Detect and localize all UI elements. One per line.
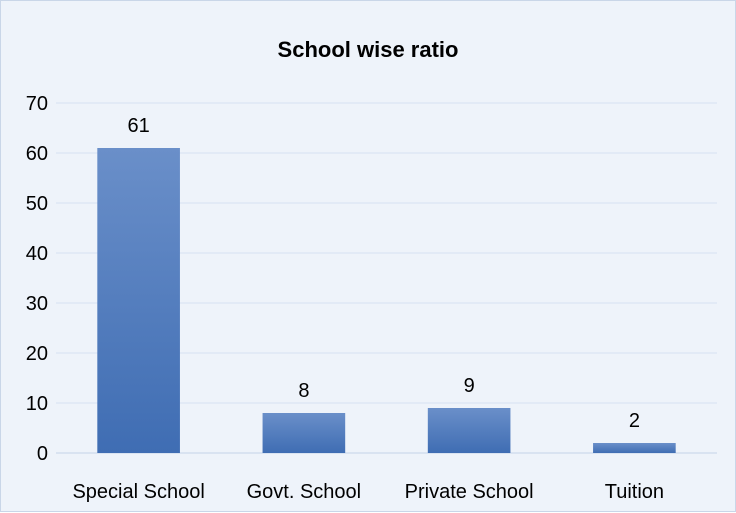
y-tick-label: 30 [26, 293, 48, 315]
x-category-label: Govt. School [247, 481, 362, 503]
x-axis-categories: Special School Govt. School Private School… [72, 481, 664, 503]
data-label: 9 [464, 375, 475, 397]
y-tick-label: 50 [26, 193, 48, 215]
y-axis-ticks: 0 10 20 30 40 50 60 70 [26, 93, 48, 465]
data-labels: 61 8 9 2 [128, 115, 640, 432]
chart-title: School wise ratio [277, 37, 459, 62]
y-tick-label: 40 [26, 243, 48, 265]
data-label: 2 [629, 410, 640, 432]
x-category-label: Tuition [605, 481, 664, 503]
y-tick-label: 70 [26, 93, 48, 115]
y-tick-label: 0 [37, 443, 48, 465]
y-tick-label: 10 [26, 393, 48, 415]
bar-tuition [593, 443, 676, 453]
bar-special-school [97, 148, 180, 453]
y-tick-label: 20 [26, 343, 48, 365]
data-label: 8 [298, 380, 309, 402]
bars [97, 148, 676, 453]
bar-govt-school [262, 413, 346, 453]
y-tick-label: 60 [26, 143, 48, 165]
x-category-label: Private School [405, 481, 534, 503]
data-label: 61 [128, 115, 150, 137]
bar-private-school [427, 408, 511, 453]
x-category-label: Special School [72, 481, 204, 503]
